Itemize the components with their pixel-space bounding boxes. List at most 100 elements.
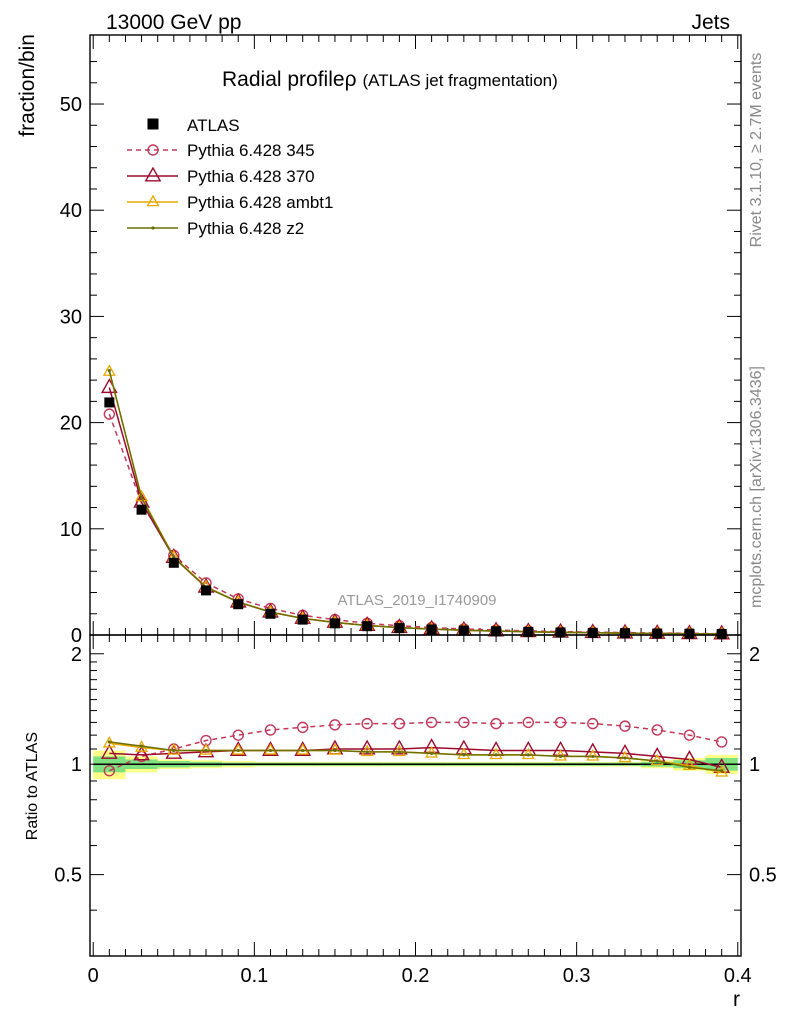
triangle-marker <box>358 739 376 755</box>
circle-marker <box>587 717 599 730</box>
ratio-tick-label: 1 <box>71 754 82 776</box>
ratio-frame <box>89 634 742 957</box>
circle-marker <box>103 408 116 420</box>
ratio-panel: 0 0.1 0.2 0.3 0.4 0.5 0.5 1 1 2 2 <box>54 634 777 987</box>
circle-marker <box>103 764 116 777</box>
circle-marker <box>619 720 631 732</box>
dot-marker <box>204 748 208 753</box>
small-triangle-marker <box>360 744 374 757</box>
triangle-marker <box>144 166 162 182</box>
triangle-marker <box>390 739 408 755</box>
triangle-marker <box>681 750 698 765</box>
square-marker <box>652 628 663 639</box>
y-tick-label: 30 <box>60 306 82 328</box>
dot-marker <box>107 368 111 373</box>
dot-marker <box>655 759 659 763</box>
triangle-marker <box>100 743 118 759</box>
dot-marker <box>526 753 530 757</box>
small-triangle-marker <box>102 364 116 376</box>
dot-marker <box>139 496 144 500</box>
analysis-id: ATLAS_2019_I1740909 <box>337 592 496 609</box>
square-marker <box>426 624 437 635</box>
circle-marker <box>232 729 244 741</box>
triangle-marker <box>133 745 150 761</box>
mcplots-label: mcplots.cern.ch [arXiv:1306.3436] <box>748 366 765 608</box>
dot-marker <box>720 769 724 773</box>
square-marker <box>587 627 598 638</box>
x-tick-label: 0.1 <box>240 965 268 987</box>
square-marker <box>104 397 115 408</box>
square-marker <box>297 614 308 625</box>
x-tick-label: 0.3 <box>563 965 591 987</box>
ratio-tick-label: 0.5 <box>54 865 82 887</box>
legend-label: Pythia 6.428 345 <box>187 141 315 160</box>
small-triangle-marker <box>199 743 213 755</box>
legend-label: Pythia 6.428 z2 <box>187 219 304 238</box>
ratio-tick-label-right: 0.5 <box>749 865 777 887</box>
y-tick-label: 50 <box>60 94 82 116</box>
ratio-tick-label-right: 2 <box>749 644 760 666</box>
dot-marker <box>172 748 176 753</box>
square-marker <box>201 585 212 596</box>
square-marker <box>329 618 340 629</box>
ratio-tick-label-right: 1 <box>749 754 760 776</box>
square-marker <box>233 599 244 610</box>
circle-marker <box>297 721 309 734</box>
dot-marker <box>139 744 144 748</box>
small-triangle-marker <box>554 749 568 761</box>
legend-label: ATLAS <box>187 116 240 135</box>
square-marker <box>684 628 695 639</box>
dot-marker <box>623 756 627 760</box>
x-tick-label: 0.4 <box>724 965 752 987</box>
dot-marker <box>591 754 595 759</box>
square-marker <box>716 628 727 639</box>
square-marker <box>458 625 469 636</box>
category-label: Jets <box>691 11 730 34</box>
triangle-marker <box>229 741 247 756</box>
square-marker <box>555 627 566 638</box>
circle-marker <box>651 724 663 736</box>
circle-marker <box>715 736 728 748</box>
circle-marker <box>425 716 438 729</box>
y-axis-label: fraction/bin <box>16 34 39 137</box>
circle-marker <box>329 719 341 731</box>
y-tick-label: 40 <box>60 200 82 222</box>
dot-marker <box>430 751 434 756</box>
dot-marker <box>333 748 337 753</box>
circle-marker <box>393 717 406 730</box>
circle-marker <box>554 716 567 729</box>
small-triangle-marker <box>263 743 277 755</box>
dot-marker <box>365 750 369 754</box>
square-marker <box>491 626 502 637</box>
triangle-marker <box>552 741 569 756</box>
energy-label: 13000 GeV pp <box>106 11 241 34</box>
circle-marker <box>361 717 373 730</box>
ratio-series-line <box>109 741 722 772</box>
small-triangle-marker <box>392 744 406 757</box>
series-line <box>108 370 722 635</box>
small-triangle-marker <box>489 747 503 760</box>
dot-marker <box>107 740 111 744</box>
dot-marker <box>151 226 155 230</box>
small-triangle-marker <box>135 489 149 502</box>
small-triangle-marker <box>682 758 696 771</box>
triangle-marker <box>294 741 312 756</box>
ratio-series-line <box>109 746 722 769</box>
small-triangle-marker <box>425 746 439 758</box>
triangle-marker <box>262 741 279 756</box>
legend-label: Pythia 6.428 370 <box>187 167 315 186</box>
series-line <box>108 413 722 635</box>
dot-marker <box>687 765 692 770</box>
rivet-label: Rivet 3.1.10, ≥ 2.7M events <box>748 53 765 248</box>
circle-marker <box>458 716 470 729</box>
circle-marker <box>147 144 159 156</box>
square-marker <box>136 504 147 515</box>
dot-marker <box>462 753 466 757</box>
circle-marker <box>490 717 502 730</box>
legend-label: Pythia 6.428 ambt1 <box>187 193 333 212</box>
main-panel: 0 10 20 30 40 50 <box>60 34 742 647</box>
ratio-y-axis-label: Ratio to ATLAS <box>24 732 41 840</box>
chart-title: Radial profileρ (ATLAS jet fragmentation) <box>222 68 558 91</box>
small-triangle-marker <box>146 194 160 207</box>
dot-marker <box>236 748 240 753</box>
